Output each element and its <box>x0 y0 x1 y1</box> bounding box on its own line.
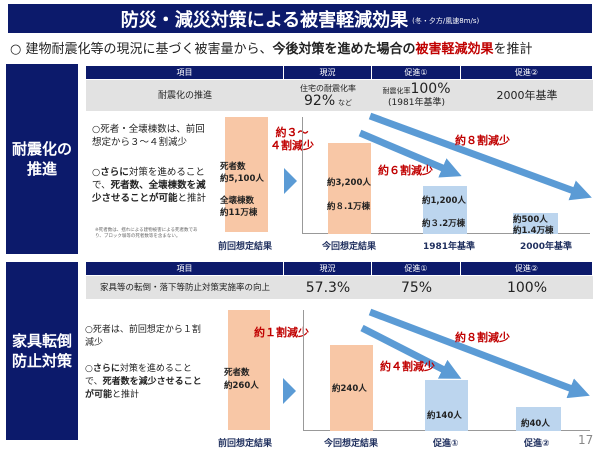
bullet-1: ○死者・全壊棟数は、前回想定から３～４割減少 <box>92 124 205 148</box>
p1-sub: (1981年基準) <box>388 97 445 108</box>
bar-promo2 <box>516 407 561 431</box>
lead-bold: 今後対策を進めた場合の <box>272 42 416 57</box>
header-current: 現況 <box>284 262 372 275</box>
footnote: ※死者数は、揺れによる建物被害による死者数であり、ブロック塀等の死者数等を含まな… <box>95 228 198 239</box>
triangle-arrow-icon <box>283 378 296 404</box>
bar-label: 約８.1万棟 <box>327 202 371 212</box>
bullet-2: ○さらに対策を進めることで、死者数、全壊棟数を減少させることが可能と推計 <box>92 166 207 205</box>
page-subtitle: (冬・夕方/風速8m/s) <box>412 17 480 25</box>
bar-caption: 今回想定結果 <box>324 439 379 449</box>
bar-caption: 前回想定結果 <box>218 439 273 449</box>
bar-label: 約260人 <box>224 381 259 391</box>
header-item: 項目 <box>86 66 284 79</box>
reduction-label: 約１割減少 <box>254 326 309 339</box>
red-line: ４割減少 <box>270 139 314 152</box>
bar-label: 約1.4万棟 <box>513 226 554 236</box>
bar-label: 約３.2万棟 <box>422 219 466 229</box>
row-item: 耐震化の推進 <box>86 80 284 111</box>
row-current: 57.3% <box>284 276 372 299</box>
header-promo1: 促進① <box>372 262 461 275</box>
bullet-1: ○死者は、前回想定から１割減少 <box>85 325 201 348</box>
arrow-4-icon <box>360 324 462 379</box>
side-line: 防止対策 <box>11 352 72 370</box>
bar-label: 全壊棟数 <box>220 196 255 206</box>
reduction-label: 約４割減少 <box>380 360 435 373</box>
bar-label: 死者数 <box>224 368 250 378</box>
b-post: と推計 <box>112 390 140 400</box>
triangle-arrow-icon <box>284 168 297 194</box>
section-furniture-label: 家具転倒 防止対策 <box>6 262 78 440</box>
bar-caption: 2000年基準 <box>520 242 573 252</box>
bar-label: 約40人 <box>521 419 550 429</box>
side-line: 耐震化の <box>11 140 72 158</box>
bar-caption: 今回想定結果 <box>322 242 377 252</box>
lead-text: ○ 建物耐震化等の現況に基づく被害量から、今後対策を進めた場合の被害軽減効果を推… <box>10 38 533 57</box>
red-line: 約３～ <box>275 126 309 139</box>
bar-1981 <box>423 186 467 234</box>
header-current: 現況 <box>284 66 372 79</box>
bar-caption: 前回想定結果 <box>218 242 273 252</box>
page-title: 防災・減災対策による被害軽減効果 <box>120 9 409 31</box>
header-promo2: 促進② <box>461 262 593 275</box>
row-promo1: 耐震化率100% (1981年基準) <box>372 80 461 111</box>
b-bold: 死者数を減少させることが可能 <box>85 377 202 400</box>
bar-caption: 促進② <box>524 439 550 449</box>
lead-post: を推計 <box>493 42 533 57</box>
bullet-2: ○さらに対策を進めることで、死者数を減少させることが可能と推計 <box>85 363 207 402</box>
lead-pre: ○ 建物耐震化等の現況に基づく被害量から、 <box>10 42 273 57</box>
b-post: と推計 <box>177 193 207 204</box>
arrow-6-icon <box>358 129 462 178</box>
bar-label: 約1,200人 <box>422 196 466 206</box>
row-promo1: 75% <box>372 276 461 299</box>
header-promo2: 促進② <box>461 66 593 79</box>
b-bold: さらに <box>92 364 120 374</box>
reduction-label: 約８割減少 <box>455 331 510 344</box>
row-promo2: 2000年基準 <box>461 80 593 111</box>
bar-caption: 促進① <box>433 439 459 449</box>
reduction-label: 約３～ ４割減少 <box>270 126 314 152</box>
bar-current <box>328 143 371 234</box>
bar-label: 約11万棟 <box>220 208 258 218</box>
p1-small: 耐震化率 <box>382 86 411 95</box>
cur-suffix: など <box>338 98 352 107</box>
bar-previous <box>225 117 268 232</box>
b-pre: ○ <box>85 364 93 374</box>
title-bar: 防災・減災対策による被害軽減効果 (冬・夕方/風速8m/s) <box>8 4 592 33</box>
b-bold: 死者数、全壊棟数を減少させることが可能 <box>92 180 206 204</box>
cur-small: 住宅の耐震化率 <box>300 83 356 93</box>
reduction-label: 約６割減少 <box>378 164 433 177</box>
row-promo2: 100% <box>461 276 593 299</box>
arrow-8-icon <box>368 308 590 399</box>
header-item: 項目 <box>86 262 284 275</box>
bar-label: 約5,100人 <box>220 174 264 184</box>
header-promo1: 促進① <box>372 66 461 79</box>
bar-caption: 1981年基準 <box>423 242 476 252</box>
cur-big: 92% <box>304 92 336 109</box>
p1-big: 100% <box>410 80 451 97</box>
reduction-label: 約８割減少 <box>455 134 510 147</box>
bar-label: 約240人 <box>332 384 367 394</box>
b-mid: 対策を進めることで、 <box>85 364 192 387</box>
row-item: 家具等の転倒・落下等防止対策実施率の向上 <box>86 276 284 299</box>
b-pre: ○ <box>92 167 101 178</box>
b-mid: 対策を進めることで、 <box>92 167 205 191</box>
bar-label: 死者数 <box>220 162 246 172</box>
b-bold: さらに <box>100 167 129 178</box>
bar-current <box>330 345 373 431</box>
side-line: 推進 <box>26 160 57 178</box>
row-current: 住宅の耐震化率 92% など <box>284 80 372 111</box>
bar-promo1 <box>425 380 468 431</box>
page-number: 17 <box>578 433 594 447</box>
bar-label: 約500人 <box>513 215 548 225</box>
side-line: 家具転倒 <box>11 332 72 350</box>
lead-red: 被害軽減効果 <box>415 42 494 57</box>
bar-label: 約140人 <box>427 411 462 421</box>
bar-previous <box>228 310 270 430</box>
arrow-8-icon <box>368 112 592 201</box>
bar-label: 約3,200人 <box>327 178 371 188</box>
section-seismic-label: 耐震化の 推進 <box>6 64 78 254</box>
bar-2000 <box>513 213 558 234</box>
